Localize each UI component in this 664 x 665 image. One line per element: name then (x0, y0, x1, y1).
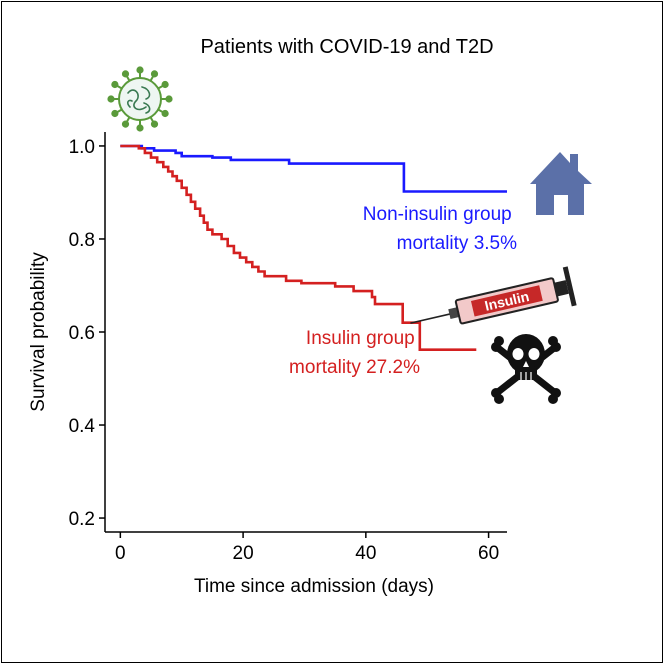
y-tick-label: 1.0 (69, 137, 95, 158)
non-insulin-mortality-text: mortality 3.5% (397, 233, 517, 254)
x-tick-label: 0 (115, 543, 126, 564)
y-tick-label: 0.2 (69, 509, 95, 530)
skull-crossbones-icon (491, 334, 561, 404)
insulin-group-line (120, 144, 477, 351)
insulin-label: Insulin group mortality 27.2% (289, 328, 420, 378)
non-insulin-group-line (120, 144, 507, 193)
x-tick-label: 60 (478, 543, 499, 564)
y-tick-label: 0.4 (69, 416, 96, 437)
x-tick-label: 20 (233, 543, 254, 564)
non-insulin-group-text: Non-insulin group (363, 204, 512, 225)
y-axis-label: Survival probability (28, 252, 49, 412)
y-tick-label: 0.8 (69, 230, 95, 251)
non-insulin-label: Non-insulin group mortality 3.5% (363, 204, 517, 254)
insulin-mortality-text: mortality 27.2% (289, 357, 420, 378)
virus-icon (107, 66, 173, 132)
x-axis-label: Time since admission (days) (194, 576, 434, 597)
chart-title: Patients with COVID-19 and T2D (200, 36, 493, 58)
house-icon (530, 152, 592, 215)
x-tick-label: 40 (355, 543, 376, 564)
syringe-icon: Insulin (410, 266, 577, 325)
insulin-group-text: Insulin group (306, 328, 415, 349)
y-tick-label: 0.6 (69, 323, 95, 344)
syringe-label-box (470, 285, 543, 317)
